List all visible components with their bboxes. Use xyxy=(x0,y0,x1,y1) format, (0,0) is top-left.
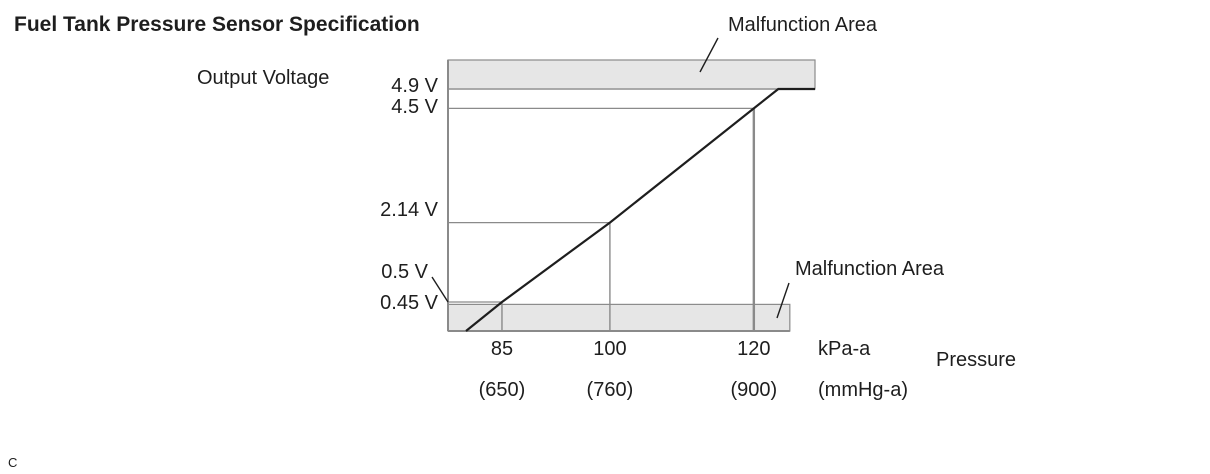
series xyxy=(431,37,815,332)
y-tick-label: 2.14 V xyxy=(380,199,438,221)
reference-lines xyxy=(448,88,815,331)
region-label-lower: Malfunction Area xyxy=(795,258,945,280)
leader-lower-area xyxy=(776,282,790,319)
x-tick-label: 100 xyxy=(593,338,626,360)
x-tick-alt-label: (760) xyxy=(587,379,634,401)
y-tick-label: 0.5 V xyxy=(381,261,428,283)
sensor-output-line xyxy=(465,87,815,332)
x-tick-label: 120 xyxy=(737,338,770,360)
y-axis-label: Output Voltage xyxy=(197,67,329,89)
malfunction-regions xyxy=(447,59,816,332)
chart-title: Fuel Tank Pressure Sensor Specification xyxy=(14,13,420,36)
malfunction-area-lower xyxy=(447,303,791,332)
x-tick-alt-label: (900) xyxy=(730,379,777,401)
y-tick-label: 4.9 V xyxy=(391,75,438,97)
labels: Fuel Tank Pressure Sensor Specification … xyxy=(8,13,1016,470)
x-alt-unit-label: (mmHg-a) xyxy=(818,379,908,401)
y-tick-label: 0.45 V xyxy=(380,292,438,314)
tick-labels: 4.9 V4.5 V 2.14 V 0.5 V 0.45 V 85 (650) 100 (76… xyxy=(380,75,777,401)
x-tick-alt-label: (650) xyxy=(479,379,526,401)
malfunction-area-upper xyxy=(447,59,816,90)
region-label-upper: Malfunction Area xyxy=(728,14,878,36)
axes xyxy=(447,60,790,332)
leader-upper-area xyxy=(699,37,719,73)
x-unit-label: kPa-a xyxy=(818,338,871,360)
y-tick-label: 4.5 V xyxy=(391,96,438,118)
x-axis-label: Pressure xyxy=(936,349,1016,371)
leader-0-5v xyxy=(431,276,449,303)
footnote-mark: C xyxy=(8,455,17,470)
x-tick-label: 85 xyxy=(491,338,513,360)
